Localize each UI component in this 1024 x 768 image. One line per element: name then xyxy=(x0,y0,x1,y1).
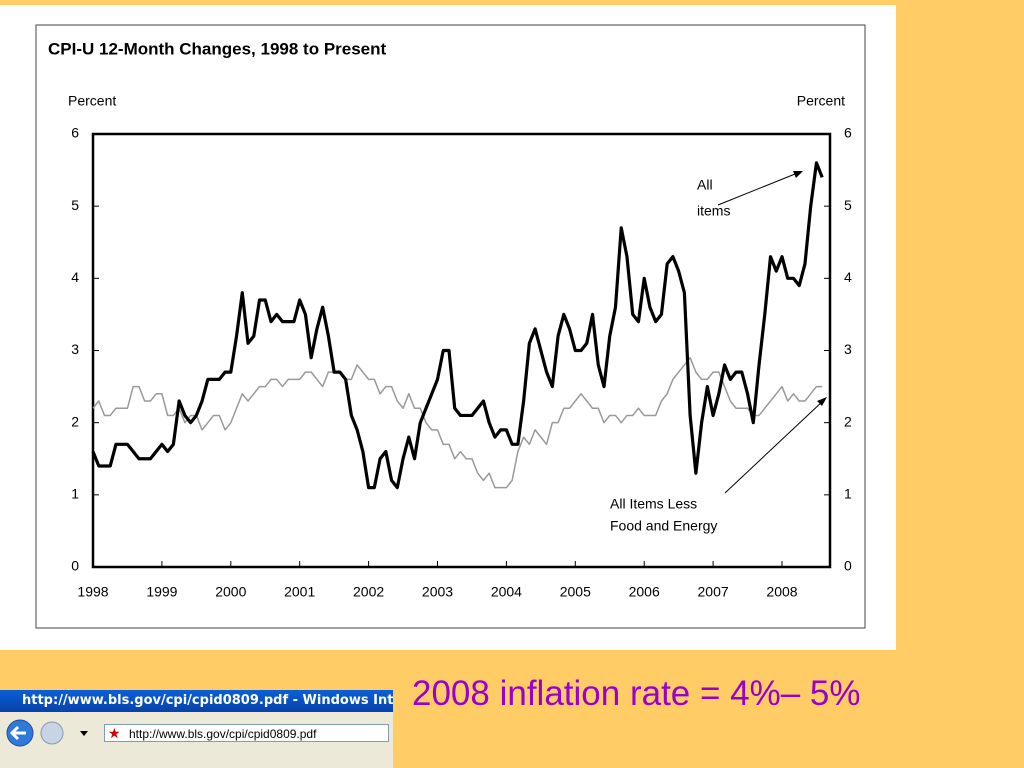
x-tick-label: 2008 xyxy=(766,584,797,600)
x-tick-label: 2000 xyxy=(215,584,246,600)
favicon: ★ xyxy=(108,725,121,741)
x-tick-label: 2002 xyxy=(353,584,384,600)
annotation: All xyxy=(697,177,713,193)
address-bar[interactable]: http://www.bls.gov/cpi/cpid0809.pdf xyxy=(104,724,389,742)
caption: 2008 inflation rate = 4%– 5% xyxy=(412,674,861,713)
browser-screenshot: http://www.bls.gov/cpi/cpid0809.pdf - Wi… xyxy=(0,690,393,768)
chart-title: CPI-U 12-Month Changes, 1998 to Present xyxy=(48,39,387,58)
chart-frame xyxy=(35,24,866,629)
y-tick-label: 6 xyxy=(71,125,79,141)
y2-tick-label: 1 xyxy=(844,486,852,502)
arrow-head xyxy=(817,397,827,406)
y-tick-label: 3 xyxy=(71,341,79,357)
y2-tick-label: 5 xyxy=(844,197,852,213)
annotation: items xyxy=(697,203,730,219)
y2-tick-label: 2 xyxy=(844,413,852,429)
y-tick-label: 0 xyxy=(71,558,79,574)
y-tick-label: 1 xyxy=(71,486,79,502)
x-tick-label: 1999 xyxy=(146,584,177,600)
chart: CPI-U 12-Month Changes, 1998 to Present … xyxy=(0,5,896,650)
annotation-arrow xyxy=(717,171,801,206)
y-tick-label: 5 xyxy=(71,197,79,213)
arrow-head xyxy=(793,171,803,178)
x-tick-label: 2005 xyxy=(560,584,591,600)
annotation: All Items Less xyxy=(610,496,697,512)
y2-tick-label: 0 xyxy=(844,558,852,574)
y2-tick-label: 4 xyxy=(844,269,852,285)
y2-axis-label: Percent xyxy=(797,93,845,109)
series-line xyxy=(92,356,823,489)
y-tick-label: 4 xyxy=(71,269,79,285)
y-axis-label: Percent xyxy=(68,93,116,109)
x-tick-label: 2007 xyxy=(698,584,729,600)
y2-tick-label: 3 xyxy=(844,341,852,357)
chart-image xyxy=(0,5,896,650)
nav-buttons xyxy=(6,719,88,747)
browser-title: http://www.bls.gov/cpi/cpid0809.pdf - Wi… xyxy=(0,690,393,712)
x-tick-label: 2004 xyxy=(491,584,522,600)
annotation-arrow xyxy=(724,399,825,494)
x-tick-label: 2006 xyxy=(629,584,660,600)
x-tick-label: 2001 xyxy=(284,584,315,600)
x-tick-label: 2003 xyxy=(422,584,453,600)
y-tick-label: 2 xyxy=(71,413,79,429)
y2-tick-label: 6 xyxy=(844,125,852,141)
x-tick-label: 1998 xyxy=(77,584,108,600)
annotation: Food and Energy xyxy=(610,518,717,534)
series-line xyxy=(91,161,824,490)
